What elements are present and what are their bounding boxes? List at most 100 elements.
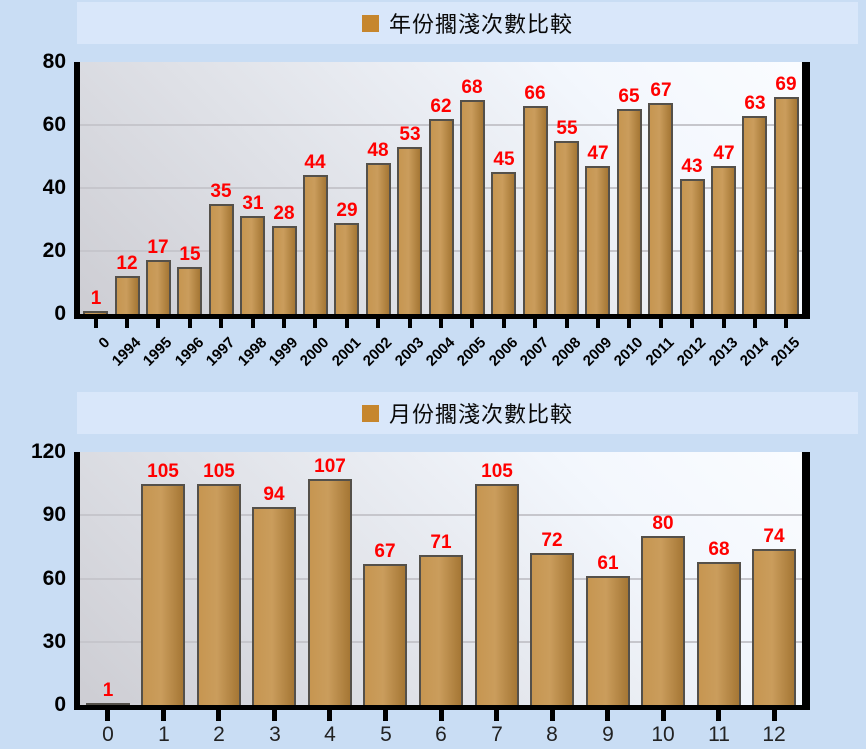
y-tick-label-80: 80 — [42, 50, 66, 73]
bar-2003 — [397, 147, 422, 314]
x-tick-3 — [272, 710, 277, 721]
x-tick-12 — [772, 710, 777, 721]
month-chart-legend: 月份擱淺次數比較 — [77, 392, 858, 434]
y-tick-label-40: 40 — [42, 176, 66, 199]
bar-value-label-1995: 17 — [147, 237, 169, 258]
bar-9 — [586, 576, 630, 705]
x-tick-label-text: 3 — [269, 723, 281, 746]
year-chart-x-axis: 0 1994 1995 1996 1997 1998 1999 2000 2001 2002 200… — [80, 319, 804, 385]
x-tick-0 — [105, 710, 110, 721]
y-tick-label-0: 0 — [54, 302, 66, 325]
x-tick-4 — [327, 710, 332, 721]
bar-value-label-2001: 29 — [336, 200, 358, 221]
x-tick-1997 — [219, 319, 223, 328]
x-tick-9 — [605, 710, 610, 721]
year-chart-y-axis-line — [74, 62, 80, 319]
x-tick-label-5: 5 — [358, 723, 414, 747]
bar-2011 — [648, 103, 673, 314]
x-tick-label-4: 4 — [302, 723, 358, 747]
bar-value-label-1998: 31 — [242, 193, 264, 214]
x-tick-2011 — [659, 319, 663, 328]
x-tick-label-6: 6 — [413, 723, 469, 747]
x-tick-label-7: 7 — [469, 723, 525, 747]
year-chart-y-axis: 0 20 40 60 80 — [0, 50, 66, 325]
bar-value-label-2009: 47 — [587, 143, 609, 164]
x-tick-label-text: 4 — [324, 723, 336, 746]
x-tick-label-text: 1996 — [171, 334, 208, 370]
x-tick-label-text: 2010 — [610, 334, 647, 370]
x-tick-1998 — [251, 319, 255, 328]
x-tick-label-0: 0 — [80, 723, 136, 747]
bar-1994 — [115, 276, 140, 314]
bar-value-label-2012: 43 — [681, 156, 703, 177]
bar-1997 — [209, 204, 234, 314]
bar-2007 — [523, 106, 548, 314]
bar-value-label-4: 107 — [314, 456, 346, 477]
bar-value-label-9: 61 — [597, 553, 619, 574]
month-comparison-chart: 月份擱淺次數比較 0 30 60 90 120 1 105 105 94 107 67 71 105 7… — [0, 390, 866, 749]
bar-2009 — [585, 166, 610, 314]
x-tick-label-text: 1994 — [108, 334, 145, 370]
bar-value-label-2000: 44 — [304, 152, 326, 173]
y-tick-label-120: 120 — [30, 440, 66, 463]
bar-2006 — [491, 172, 516, 314]
bar-1996 — [177, 267, 202, 314]
bar-11 — [697, 562, 741, 705]
x-tick-1999 — [282, 319, 286, 328]
x-tick-label-1: 1 — [136, 723, 192, 747]
bar-1999 — [272, 226, 297, 314]
year-chart-title: 年份擱淺次數比較 — [388, 12, 573, 37]
x-tick-11 — [716, 710, 721, 721]
x-tick-0 — [94, 319, 98, 328]
x-tick-label-text: 5 — [380, 723, 392, 746]
bar-12 — [752, 549, 796, 705]
bar-value-label-2013: 47 — [713, 143, 735, 164]
bar-1995 — [146, 260, 171, 314]
x-tick-label-text: 1997 — [202, 334, 239, 370]
x-tick-label-text: 0 — [102, 723, 114, 746]
bar-2014 — [742, 116, 767, 314]
x-tick-label-text: 2001 — [328, 334, 365, 370]
bar-value-label-0: 1 — [102, 680, 114, 701]
bar-value-label-1994: 12 — [116, 253, 138, 274]
bar-2004 — [429, 119, 454, 314]
year-chart-legend: 年份擱淺次數比較 — [77, 2, 858, 44]
bar-value-label-8: 72 — [541, 530, 563, 551]
x-tick-label-11: 11 — [691, 723, 747, 747]
bar-2002 — [366, 163, 391, 314]
bar-5 — [363, 564, 407, 705]
bar-1998 — [240, 216, 265, 314]
bar-value-label-2005: 68 — [461, 77, 483, 98]
bar-value-label-2015: 69 — [775, 74, 797, 95]
bar-2013 — [711, 166, 736, 314]
x-tick-2 — [216, 710, 221, 721]
x-tick-1994 — [125, 319, 129, 328]
bar-10 — [641, 536, 685, 705]
bar-value-label-10: 80 — [652, 513, 674, 534]
y-tick-label-90: 90 — [42, 503, 66, 527]
x-tick-1 — [161, 710, 166, 721]
x-tick-label-12: 12 — [746, 723, 802, 747]
bar-4 — [308, 479, 352, 705]
x-tick-label-text: 6 — [435, 723, 447, 746]
bar-0 — [86, 703, 130, 705]
bar-3 — [252, 507, 296, 705]
x-tick-10 — [661, 710, 666, 721]
x-tick-2001 — [345, 319, 349, 328]
bar-value-label-2004: 62 — [430, 96, 452, 117]
x-tick-label-text: 2009 — [579, 334, 616, 370]
y-tick-label-30: 30 — [42, 629, 66, 653]
x-tick-label-text: 8 — [546, 723, 558, 746]
bar-7 — [475, 484, 519, 705]
month-chart-title: 月份擱淺次數比較 — [388, 402, 573, 427]
x-tick-label-text: 2015 — [767, 334, 804, 370]
x-tick-2000 — [313, 319, 317, 328]
x-tick-label-text: 2011 — [642, 334, 679, 370]
x-tick-2008 — [565, 319, 569, 328]
x-tick-label-text: 2 — [213, 723, 225, 746]
x-tick-label-text: 2003 — [391, 334, 428, 370]
bar-value-label-2014: 63 — [744, 93, 766, 114]
x-tick-2007 — [533, 319, 537, 328]
bar-2012 — [680, 179, 705, 314]
x-tick-label-text: 2005 — [453, 334, 490, 370]
